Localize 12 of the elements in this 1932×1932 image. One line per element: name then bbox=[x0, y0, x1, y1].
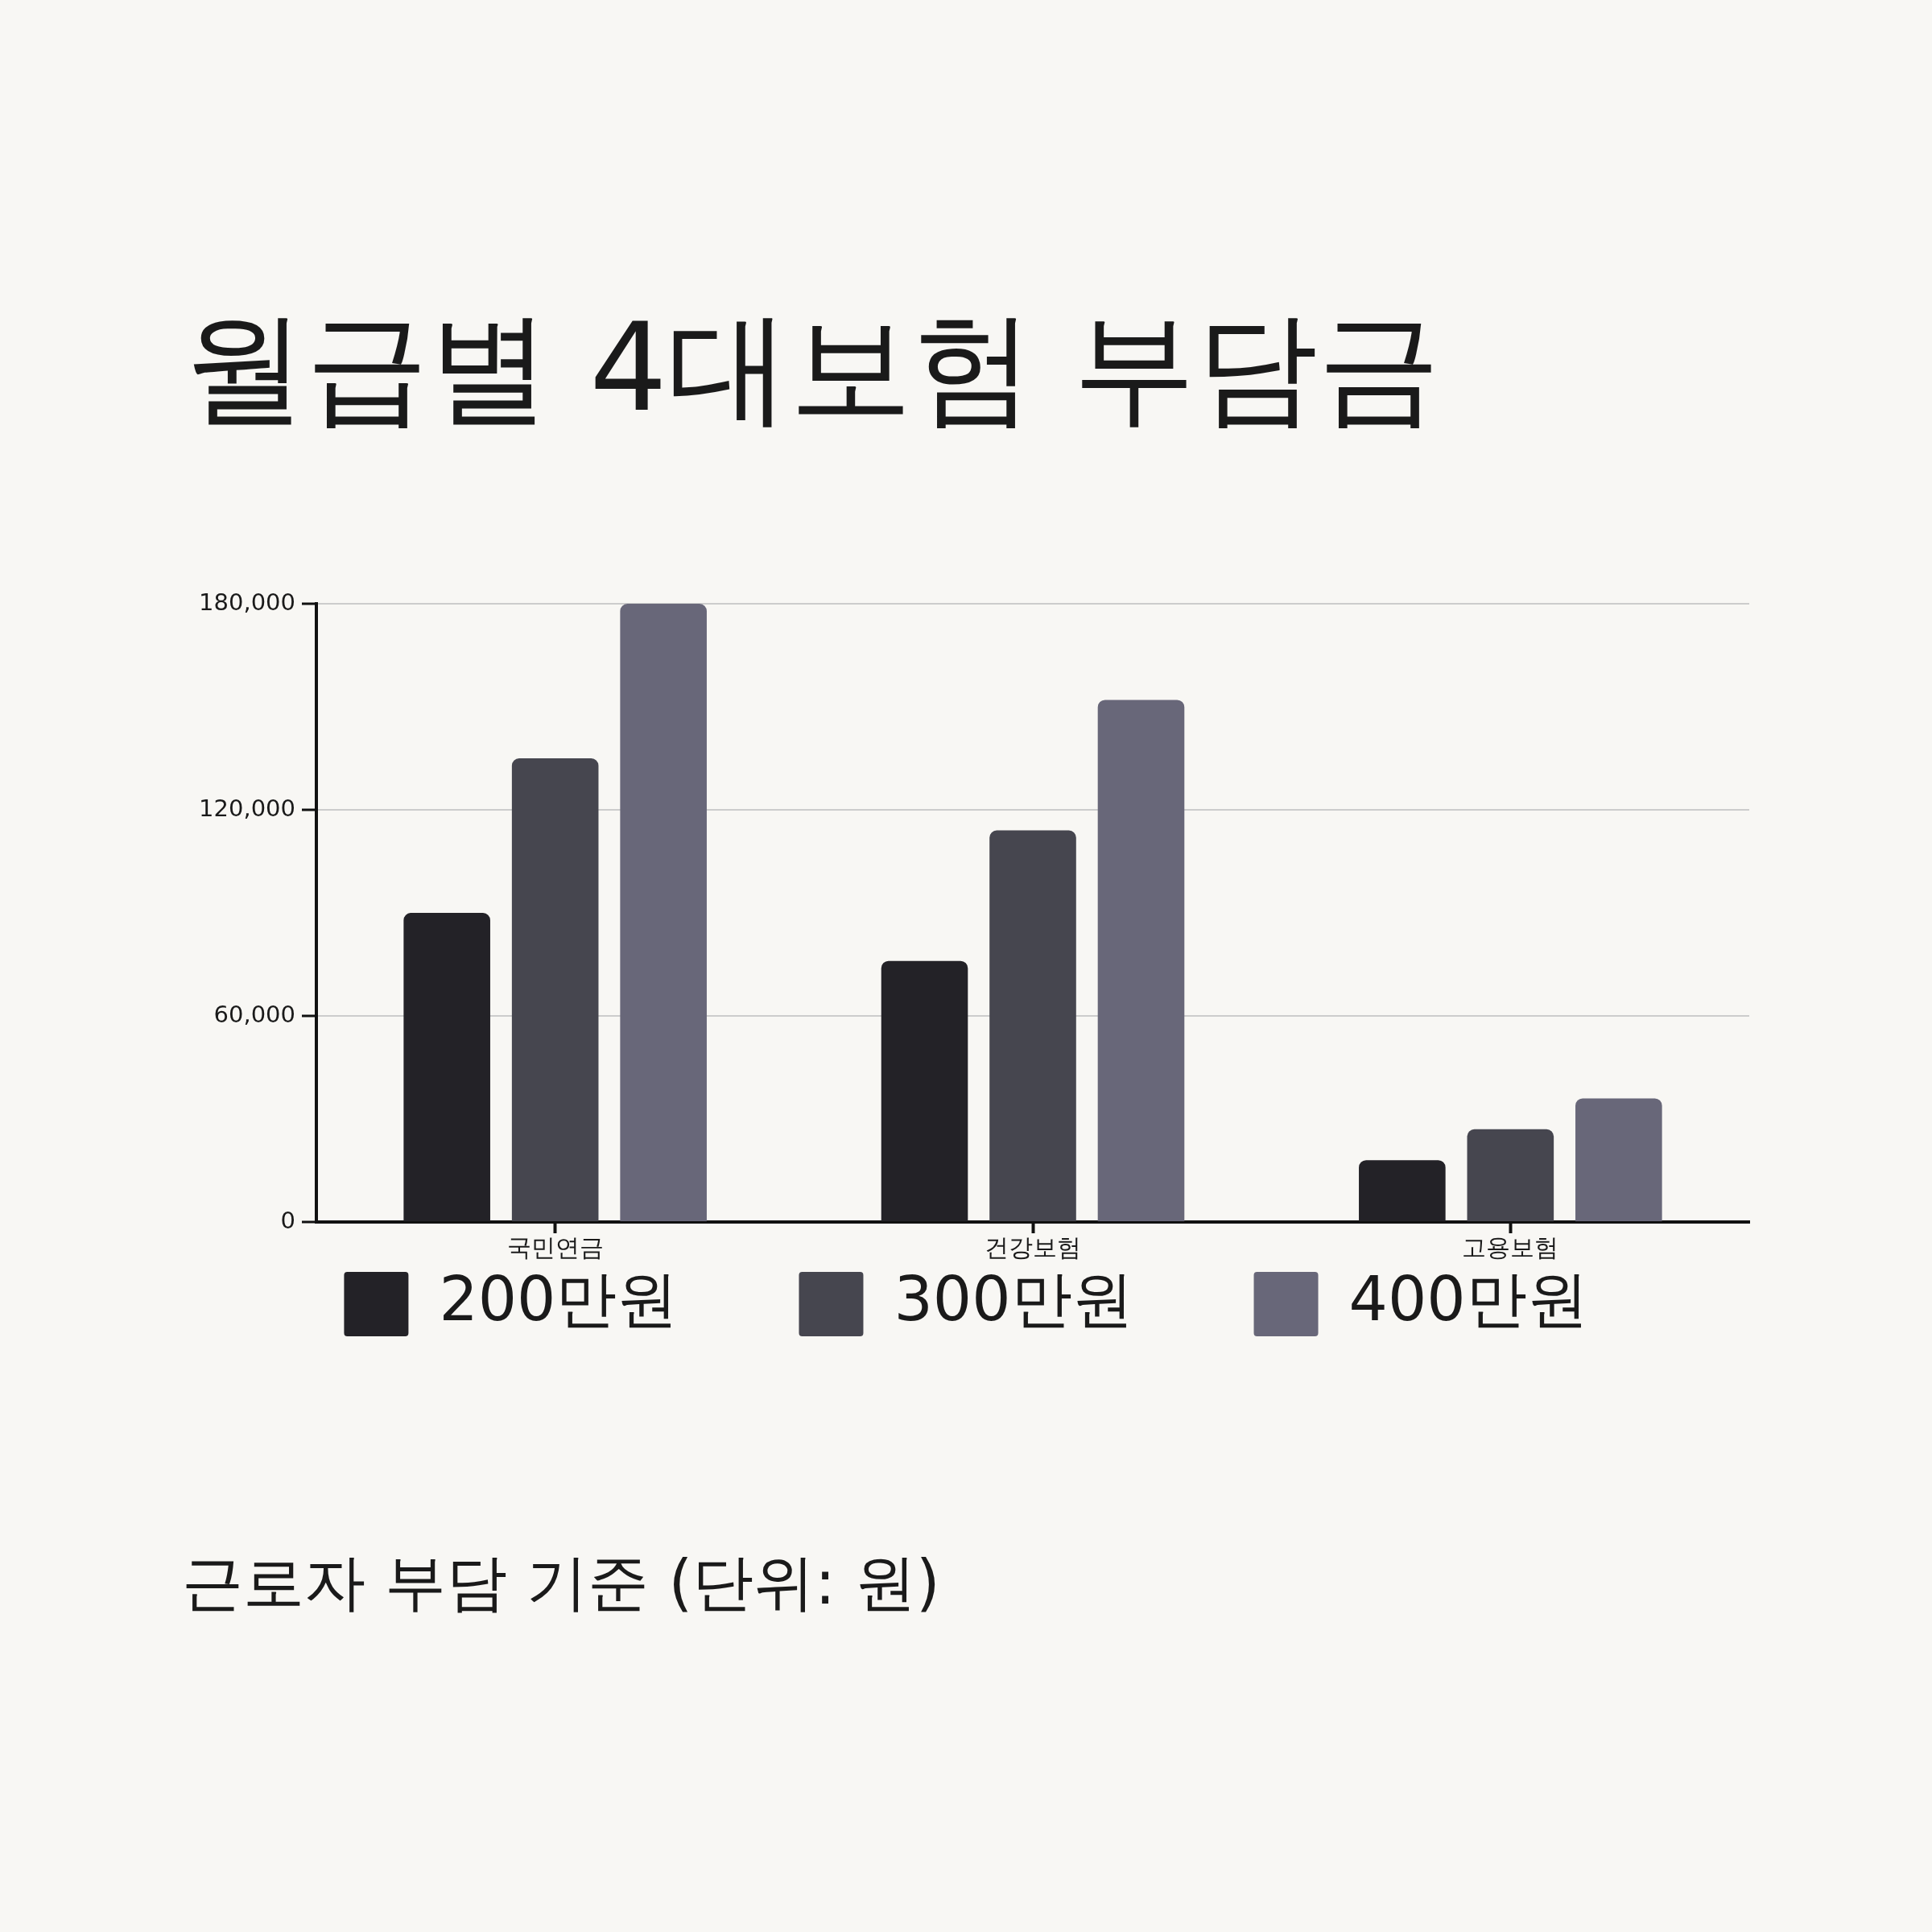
y-tick-label: 120,000 bbox=[199, 794, 295, 822]
text: 근로자 부담 기준 (단위: 원) bbox=[182, 1546, 940, 1620]
y-tick-label: 0 bbox=[280, 1206, 295, 1234]
legend-label: 400만원 bbox=[1348, 1262, 1588, 1335]
y-tick-label: 180,000 bbox=[199, 588, 295, 616]
x-tick-label: 고용보험 bbox=[1462, 1232, 1559, 1261]
y-tick-label: 60,000 bbox=[213, 1000, 295, 1028]
legend-label: 300만원 bbox=[894, 1262, 1133, 1335]
x-tick-label: 국민연금 bbox=[506, 1232, 604, 1261]
legend-label: 200만원 bbox=[439, 1262, 679, 1335]
chart-title: 월급별 4대보험 부담금 bbox=[184, 295, 1441, 440]
x-tick-label: 건강보험 bbox=[985, 1232, 1081, 1261]
